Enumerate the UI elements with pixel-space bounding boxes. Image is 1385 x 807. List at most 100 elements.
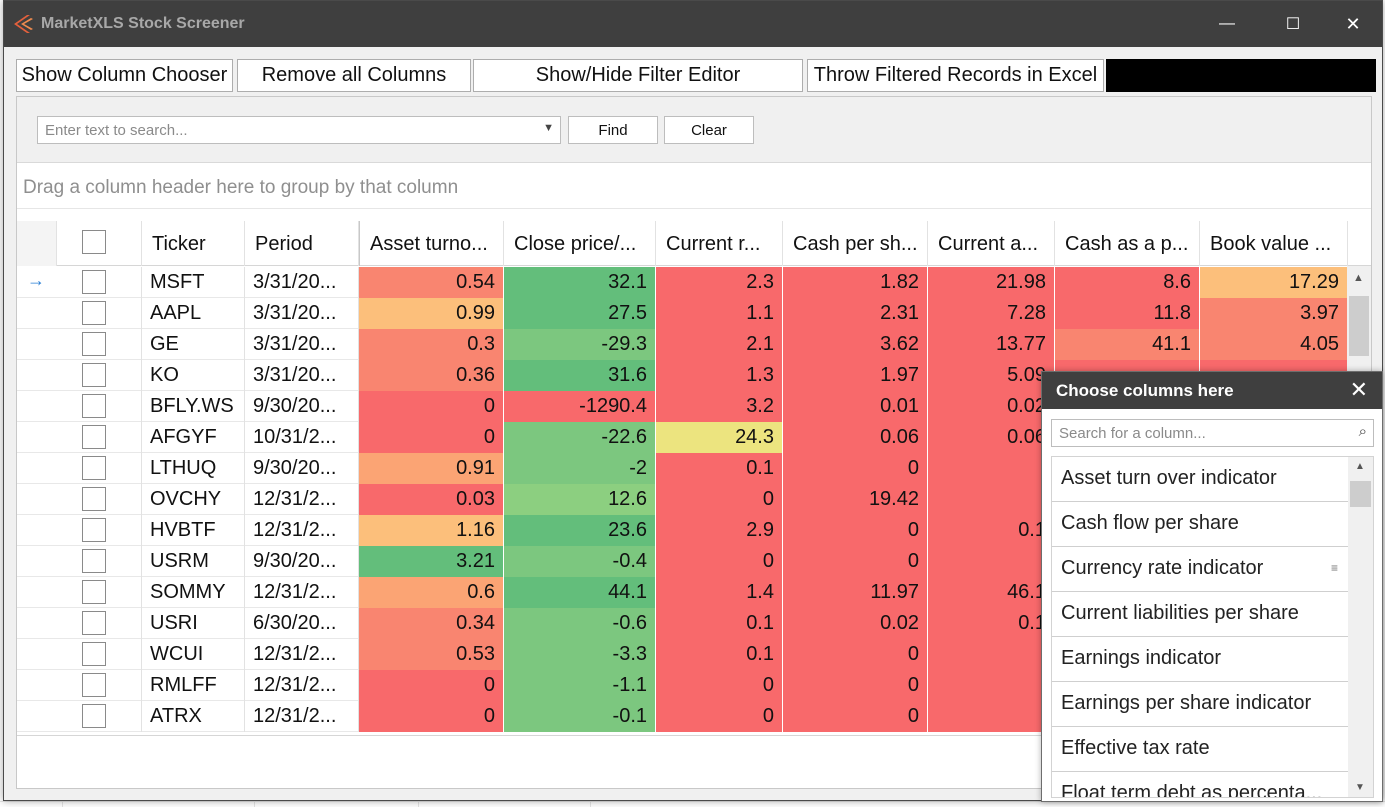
asset-cell[interactable]: 0.03 [359, 484, 504, 515]
row-checkbox[interactable] [82, 518, 106, 542]
row-checkbox[interactable] [82, 642, 106, 666]
column-list-item[interactable]: Currency rate indicator ≡ [1052, 547, 1348, 592]
close-cell[interactable]: -0.1 [504, 701, 656, 732]
period-cell[interactable]: 12/31/2... [245, 701, 359, 732]
current-a-cell[interactable]: 0.1 [928, 608, 1055, 639]
asset-cell[interactable]: 0 [359, 670, 504, 701]
select-all-checkbox[interactable] [82, 230, 106, 254]
cash-ps-cell[interactable]: 2.31 [783, 298, 928, 329]
asset-cell[interactable]: 0.91 [359, 453, 504, 484]
current-r-cell[interactable]: 2.9 [656, 515, 783, 546]
ticker-cell[interactable]: HVBTF [142, 515, 245, 546]
cash-ps-cell[interactable]: 0 [783, 701, 928, 732]
select-all-header[interactable] [57, 221, 142, 266]
period-cell[interactable]: 9/30/20... [245, 453, 359, 484]
asset-cell[interactable]: 0.53 [359, 639, 504, 670]
header-ticker[interactable]: Ticker [142, 221, 245, 266]
cash-ps-cell[interactable]: 11.97 [783, 577, 928, 608]
close-cell[interactable]: 32.1 [504, 267, 656, 298]
column-search-input[interactable]: Search for a column... ⌕ [1051, 419, 1374, 447]
current-r-cell[interactable]: 3.2 [656, 391, 783, 422]
cash-ps-cell[interactable]: 0.06 [783, 422, 928, 453]
ticker-cell[interactable]: AFGYF [142, 422, 245, 453]
maximize-button[interactable]: ☐ [1270, 1, 1316, 47]
scroll-thumb[interactable] [1350, 481, 1371, 507]
dropdown-arrow-icon[interactable]: ▼ [543, 122, 554, 134]
show-hide-filter-editor-button[interactable]: Show/Hide Filter Editor [473, 59, 803, 92]
header-book-value[interactable]: Book value ... [1200, 221, 1348, 266]
cash-ps-cell[interactable]: 1.97 [783, 360, 928, 391]
current-a-cell[interactable]: 46.1 [928, 577, 1055, 608]
minimize-button[interactable]: — [1204, 1, 1250, 47]
ticker-cell[interactable]: KO [142, 360, 245, 391]
current-r-cell[interactable]: 1.1 [656, 298, 783, 329]
current-a-cell[interactable]: 7.28 [928, 298, 1055, 329]
column-list-item[interactable]: Effective tax rate [1052, 727, 1348, 772]
cash-pct-cell[interactable]: 8.6 [1055, 267, 1200, 298]
ticker-cell[interactable]: ATRX [142, 701, 245, 732]
current-a-cell[interactable] [928, 670, 1055, 701]
book-cell[interactable]: 3.97 [1200, 298, 1348, 329]
current-a-cell[interactable]: 21.98 [928, 267, 1055, 298]
close-cell[interactable]: -2 [504, 453, 656, 484]
current-r-cell[interactable]: 0 [656, 546, 783, 577]
column-list-item[interactable]: Cash flow per share [1052, 502, 1348, 547]
current-r-cell[interactable]: 1.4 [656, 577, 783, 608]
header-current-ratio[interactable]: Current r... [656, 221, 783, 266]
cash-ps-cell[interactable]: 3.62 [783, 329, 928, 360]
table-row[interactable]: AAPL 3/31/20... 0.99 27.5 1.1 2.31 7.28 11.8 3.9… [17, 298, 1348, 329]
close-cell[interactable]: -22.6 [504, 422, 656, 453]
row-checkbox[interactable] [82, 301, 106, 325]
current-r-cell[interactable]: 24.3 [656, 422, 783, 453]
asset-cell[interactable]: 0 [359, 422, 504, 453]
current-r-cell[interactable]: 0.1 [656, 453, 783, 484]
close-cell[interactable]: -1.1 [504, 670, 656, 701]
current-a-cell[interactable] [928, 484, 1055, 515]
row-checkbox[interactable] [82, 673, 106, 697]
ticker-cell[interactable]: LTHUQ [142, 453, 245, 484]
cash-ps-cell[interactable]: 0 [783, 515, 928, 546]
cash-ps-cell[interactable]: 0.01 [783, 391, 928, 422]
row-checkbox[interactable] [82, 270, 106, 294]
throw-filtered-records-button[interactable]: Throw Filtered Records in Excel [807, 59, 1104, 92]
column-list-scrollbar[interactable]: ▲ ▼ [1348, 457, 1373, 797]
scroll-up-icon[interactable]: ▲ [1355, 461, 1365, 472]
cash-ps-cell[interactable]: 0 [783, 670, 928, 701]
current-r-cell[interactable]: 0 [656, 670, 783, 701]
close-cell[interactable]: 44.1 [504, 577, 656, 608]
table-row[interactable]: GE 3/31/20... 0.3 -29.3 2.1 3.62 13.77 41.1 4.05 [17, 329, 1348, 360]
asset-cell[interactable]: 3.21 [359, 546, 504, 577]
header-cash-as-percent[interactable]: Cash as a p... [1055, 221, 1200, 266]
current-r-cell[interactable]: 1.3 [656, 360, 783, 391]
remove-all-columns-button[interactable]: Remove all Columns [237, 59, 471, 92]
ticker-cell[interactable]: USRM [142, 546, 245, 577]
current-a-cell[interactable] [928, 639, 1055, 670]
current-a-cell[interactable] [928, 701, 1055, 732]
asset-cell[interactable]: 0.99 [359, 298, 504, 329]
header-current-assets[interactable]: Current a... [928, 221, 1055, 266]
period-cell[interactable]: 3/31/20... [245, 360, 359, 391]
ticker-cell[interactable]: AAPL [142, 298, 245, 329]
asset-cell[interactable]: 0.3 [359, 329, 504, 360]
close-cell[interactable]: 27.5 [504, 298, 656, 329]
close-cell[interactable]: -1290.4 [504, 391, 656, 422]
table-row[interactable]: KO 3/31/20... 0.36 31.6 1.3 1.97 5.09 [17, 360, 1348, 391]
close-button[interactable]: ✕ [1330, 1, 1376, 47]
current-a-cell[interactable]: 0.06 [928, 422, 1055, 453]
book-cell[interactable]: 17.29 [1200, 267, 1348, 298]
ticker-cell[interactable]: RMLFF [142, 670, 245, 701]
row-checkbox[interactable] [82, 549, 106, 573]
column-list-item[interactable]: Float term debt as percenta... [1052, 772, 1348, 797]
cash-ps-cell[interactable]: 0 [783, 639, 928, 670]
cash-pct-cell[interactable]: 41.1 [1055, 329, 1200, 360]
row-checkbox[interactable] [82, 394, 106, 418]
row-checkbox[interactable] [82, 332, 106, 356]
period-cell[interactable]: 12/31/2... [245, 577, 359, 608]
period-cell[interactable]: 12/31/2... [245, 670, 359, 701]
period-cell[interactable]: 10/31/2... [245, 422, 359, 453]
current-r-cell[interactable]: 0.1 [656, 608, 783, 639]
clear-button[interactable]: Clear [664, 116, 754, 144]
search-input[interactable]: Enter text to search... ▼ [37, 116, 561, 144]
scroll-down-icon[interactable]: ▼ [1355, 782, 1365, 793]
cash-ps-cell[interactable]: 0 [783, 453, 928, 484]
